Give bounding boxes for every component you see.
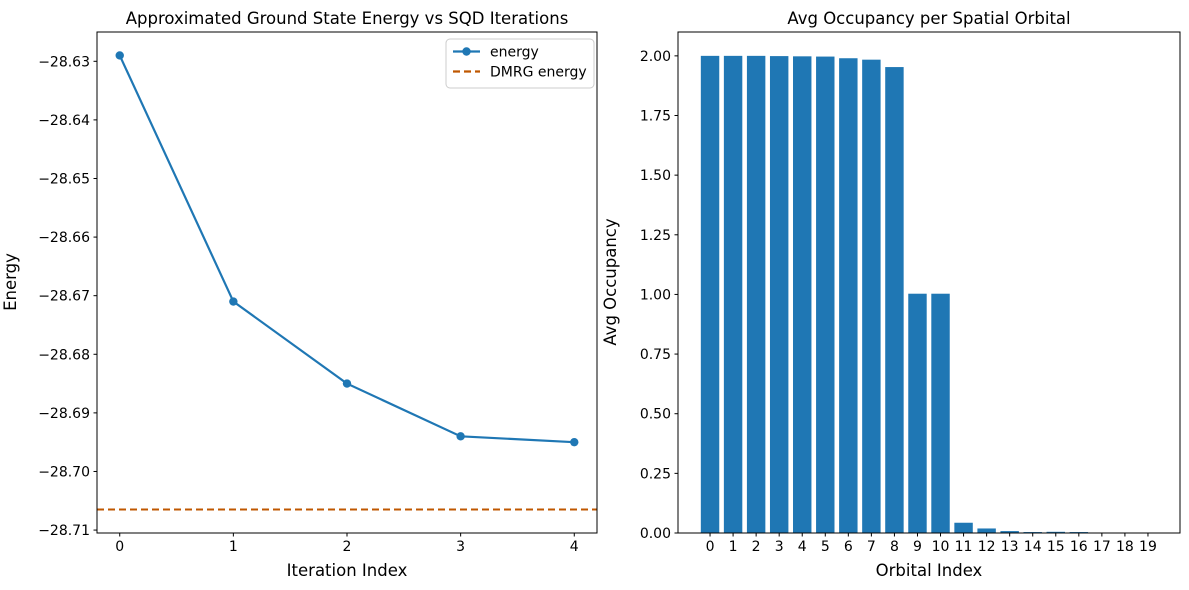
bar-orbital-6 [839,58,858,534]
bar-orbital-0 [700,55,720,534]
bar-orbital-12 [977,528,996,533]
y-tick-label: 2.00 [640,49,671,65]
x-tick-label: 9 [913,539,922,555]
x-tick-label: 2 [343,539,352,555]
bar-orbital-7 [862,59,881,534]
x-tick-label: 1 [729,539,738,555]
y-tick-label: 1.75 [640,109,671,125]
x-tick-label: 5 [821,539,830,555]
y-tick-label: −28.67 [38,289,90,305]
y-tick-label: −28.70 [38,464,90,480]
bar-chart-avg-occupancy-per-orbital: 0 1 2 3 4 5 6 7 8 9 10 11 12 13 14 15 16 17 18 190.000.250.… [601,9,1181,580]
y-tick-label: −28.71 [38,523,90,539]
axes-spines [677,31,1181,534]
x-tick-label: 3 [775,539,784,555]
x-tick-label: 18 [1116,539,1134,555]
y-axis-label: Energy [1,253,20,311]
y-tick-label: 0.00 [640,526,671,542]
bar-orbital-8 [885,67,904,533]
bar-orbital-5 [816,56,835,533]
y-axis-label: Avg Occupancy [601,218,620,346]
x-tick-label: 17 [1093,539,1111,555]
bar-orbital-4 [793,56,812,533]
y-tick-label: 1.00 [640,287,671,303]
x-axis-label: Iteration Index [287,561,408,580]
energy-data-point-0 [115,51,124,60]
line-chart-energy-vs-sqd-iterations: 0 1 2 3 4 −28.63 −28.64 −28.65 −28.66 −28.67 −28.6… [1,9,598,580]
x-tick-label: 1 [229,539,238,555]
bar-orbital-15 [1046,531,1065,533]
x-tick-label: 11 [955,539,973,555]
bar-orbital-10 [931,293,950,533]
chart-title: Approximated Ground State Energy vs SQD … [126,9,569,28]
y-tick-label: −28.64 [38,113,90,129]
x-tick-label: 6 [844,539,853,555]
energy-data-point-1 [229,297,238,306]
x-tick-label: 8 [890,539,899,555]
bar-orbital-11 [954,522,973,533]
y-tick-label: 1.50 [640,168,671,184]
x-tick-label: 4 [798,539,807,555]
x-tick-label: 12 [978,539,996,555]
y-tick-label: −28.63 [38,54,90,70]
x-tick-label: 13 [1001,539,1019,555]
x-axis-label: Orbital Index [876,561,983,580]
y-tick-label: 0.75 [640,347,671,363]
energy-data-point-3 [456,432,465,441]
x-tick-label: 0 [115,539,124,555]
y-tick-label: 1.25 [640,228,671,244]
legend-box [445,38,595,89]
bar-orbital-2 [746,55,766,534]
legend-marker-energy [462,47,471,56]
x-tick-label: 0 [706,539,715,555]
bar-orbital-1 [723,55,743,534]
x-tick-label: 4 [570,539,579,555]
energy-data-point-2 [342,379,352,388]
x-tick-label: 14 [1024,539,1042,555]
bar-orbital-3 [769,56,789,533]
legend-label: energy [490,45,539,61]
legend-label: DMRG energy [490,65,587,81]
energy-data-point-4 [570,437,579,447]
x-tick-label: 10 [932,539,950,555]
y-tick-label: 0.25 [640,466,671,482]
y-tick-label: 0.50 [640,407,671,423]
x-tick-label: 3 [456,539,465,555]
y-tick-label: −28.68 [38,347,90,363]
x-tick-label: 2 [752,539,761,555]
x-tick-label: 16 [1070,539,1088,555]
x-tick-label: 15 [1047,539,1065,555]
y-tick-label: −28.66 [38,230,90,246]
bar-orbital-13 [1000,531,1019,533]
bar-orbital-9 [908,293,927,533]
y-tick-label: −28.65 [38,171,90,187]
chart-title: Avg Occupancy per Spatial Orbital [787,9,1070,28]
x-tick-label: 7 [867,539,876,555]
y-tick-label: −28.69 [38,406,90,422]
plot-area [97,32,597,533]
x-tick-label: 19 [1139,539,1157,555]
